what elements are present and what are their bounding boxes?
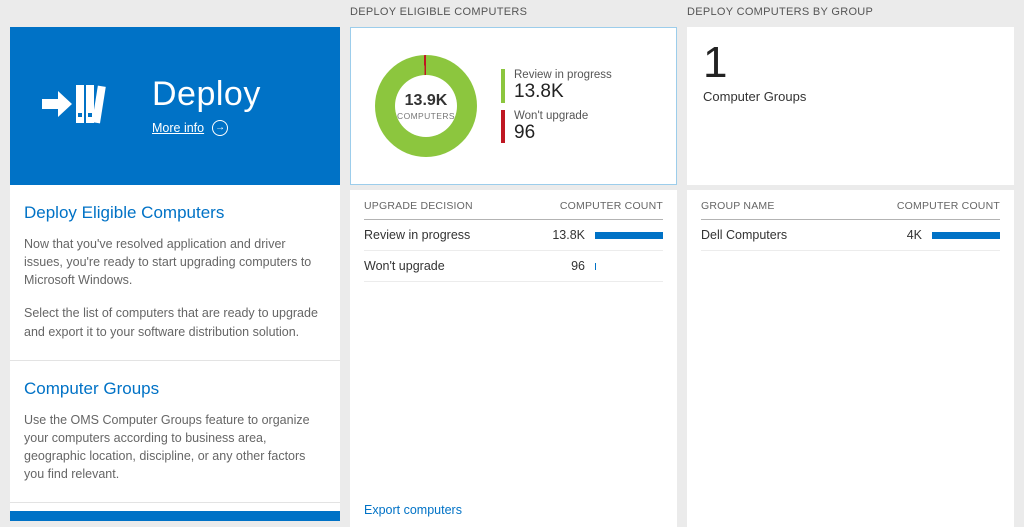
count-bar-track: [595, 231, 663, 239]
table-header-row: GROUP NAME COMPUTER COUNT: [701, 190, 1000, 220]
row-value: 4K: [906, 228, 922, 242]
computer-groups-label: Computer Groups: [703, 89, 807, 105]
table-header-row: UPGRADE DECISION COMPUTER COUNT: [364, 190, 663, 220]
row-label: Won't upgrade: [364, 259, 445, 273]
table-row[interactable]: Review in progress 13.8K: [364, 220, 663, 251]
section-paragraph: Now that you've resolved application and…: [24, 237, 312, 288]
section-paragraph: Use the OMS Computer Groups feature to o…: [24, 412, 310, 481]
section-paragraph: Select the list of computers that are re…: [24, 306, 318, 339]
deploy-column: Deploy More info → Deploy Eligible Compu…: [10, 0, 340, 521]
row-label: Dell Computers: [701, 228, 788, 242]
table-row[interactable]: Dell Computers 4K: [701, 220, 1000, 251]
section-computer-groups: Computer Groups Use the OMS Computer Gro…: [10, 361, 340, 504]
deploy-eligible-computers-column: DEPLOY ELIGIBLE COMPUTERS 13.9K COMPUTER…: [350, 0, 677, 527]
count-bar: [595, 262, 597, 270]
group-table: GROUP NAME COMPUTER COUNT Dell Computers…: [687, 190, 1014, 527]
donut-chart-wrap: 13.9K COMPUTERS: [375, 55, 477, 157]
section-deploy-eligible-computers: Deploy Eligible Computers Now that you'v…: [10, 185, 340, 361]
column-header: DEPLOY COMPUTERS BY GROUP: [687, 6, 874, 18]
donut-center: 13.9K COMPUTERS: [395, 75, 457, 137]
count-bar-track: [595, 262, 663, 270]
column-header: DEPLOY ELIGIBLE COMPUTERS: [350, 6, 528, 18]
more-info-label: More info: [152, 121, 205, 136]
arrow-right-circle-icon: →: [212, 120, 229, 137]
more-info-link[interactable]: More info →: [152, 120, 261, 137]
legend-color-swatch: [501, 68, 505, 103]
row-label: Review in progress: [364, 228, 471, 242]
computer-groups-summary-card[interactable]: 1 Computer Groups: [687, 27, 1014, 185]
donut-center-label: COMPUTERS: [397, 110, 455, 121]
row-value: 13.8K: [552, 228, 585, 242]
eligible-computers-chart-card[interactable]: 13.9K COMPUTERS Review in progress 13.8K…: [350, 27, 677, 185]
section-title: Computer Groups: [24, 378, 160, 398]
count-bar: [932, 231, 1000, 239]
legend-label: Won't upgrade: [514, 109, 589, 122]
selected-tile-indicator: [10, 511, 340, 521]
row-value: 96: [571, 259, 585, 273]
legend-value: 96: [514, 121, 536, 143]
legend-color-swatch: [501, 109, 505, 144]
upgrade-decision-table: UPGRADE DECISION COMPUTER COUNT Review i…: [350, 190, 677, 527]
deploy-tile-text: Deploy More info →: [152, 74, 261, 137]
deploy-icon: [38, 77, 110, 136]
deploy-tile[interactable]: Deploy More info →: [10, 27, 340, 185]
donut-center-value: 13.9K: [404, 91, 448, 109]
column-header-computer-count: COMPUTER COUNT: [559, 200, 663, 212]
computer-groups-count: 1: [703, 38, 728, 87]
column-header-upgrade-decision: UPGRADE DECISION: [364, 200, 473, 212]
count-bar-track: [932, 231, 1000, 239]
section-title: Deploy Eligible Computers: [24, 203, 225, 222]
legend-item-wont-upgrade: Won't upgrade 96: [501, 109, 612, 144]
legend-item-review-in-progress: Review in progress 13.8K: [501, 68, 612, 103]
column-header-computer-count: COMPUTER COUNT: [896, 200, 1000, 212]
table-row[interactable]: Won't upgrade 96: [364, 251, 663, 282]
donut-legend: Review in progress 13.8K Won't upgrade 9…: [501, 68, 612, 144]
left-column-header-spacer: [10, 0, 340, 27]
legend-value: 13.8K: [514, 80, 564, 102]
deploy-description-panel: Deploy Eligible Computers Now that you'v…: [10, 185, 340, 511]
count-bar: [595, 231, 663, 239]
export-computers-link[interactable]: Export computers: [364, 503, 462, 517]
deploy-computers-by-group-column: DEPLOY COMPUTERS BY GROUP 1 Computer Gro…: [687, 0, 1014, 527]
column-header-group-name: GROUP NAME: [701, 200, 775, 212]
legend-label: Review in progress: [514, 68, 612, 81]
page-title: Deploy: [152, 74, 261, 113]
